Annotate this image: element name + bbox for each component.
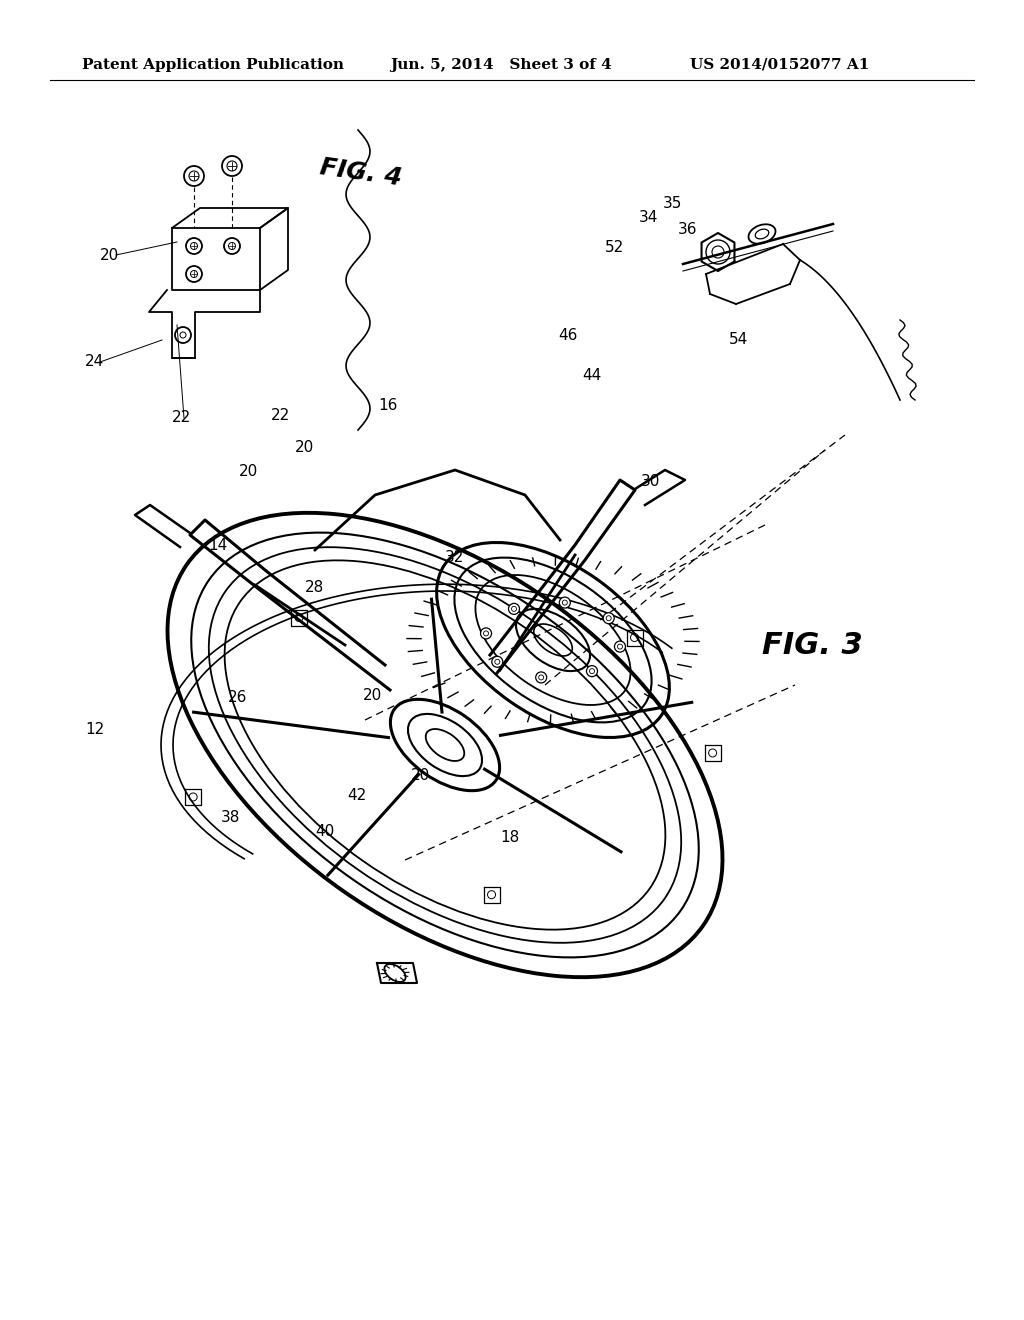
Text: 30: 30 [640,474,659,490]
Text: 12: 12 [85,722,104,738]
Text: 20: 20 [411,767,430,783]
Text: 20: 20 [100,248,119,263]
Text: 52: 52 [604,240,624,256]
Text: 18: 18 [501,830,519,846]
Text: 46: 46 [558,327,578,342]
Text: Patent Application Publication: Patent Application Publication [82,58,344,73]
Circle shape [614,642,626,652]
Text: 20: 20 [239,465,258,479]
Circle shape [587,665,597,677]
Circle shape [492,656,503,668]
Text: 42: 42 [347,788,367,803]
Text: 40: 40 [315,825,335,840]
Text: FIG. 4: FIG. 4 [318,156,403,190]
Text: 24: 24 [85,355,104,370]
Text: 14: 14 [208,537,227,553]
Text: FIG. 3: FIG. 3 [762,631,863,660]
Circle shape [590,669,595,673]
Text: 34: 34 [638,210,657,226]
Text: 44: 44 [583,367,602,383]
Circle shape [509,603,519,614]
Text: Jun. 5, 2014   Sheet 3 of 4: Jun. 5, 2014 Sheet 3 of 4 [390,58,611,73]
Text: 22: 22 [270,408,290,422]
Circle shape [559,597,570,609]
Text: 20: 20 [295,440,314,454]
Text: 38: 38 [220,810,240,825]
Text: 26: 26 [228,690,248,705]
Circle shape [483,631,488,636]
Text: 54: 54 [728,333,748,347]
Circle shape [606,615,611,620]
Circle shape [495,659,500,664]
Text: 28: 28 [305,581,325,595]
Circle shape [536,672,547,682]
Text: 20: 20 [362,688,382,702]
Circle shape [539,675,544,680]
Circle shape [603,612,614,624]
Circle shape [480,628,492,639]
Text: 22: 22 [172,411,191,425]
Circle shape [617,644,623,649]
Text: 32: 32 [445,550,465,565]
Text: 16: 16 [378,397,397,412]
Text: 36: 36 [678,223,697,238]
Text: 35: 35 [663,195,682,210]
Circle shape [512,606,516,611]
Circle shape [562,601,567,605]
Text: US 2014/0152077 A1: US 2014/0152077 A1 [690,58,869,73]
